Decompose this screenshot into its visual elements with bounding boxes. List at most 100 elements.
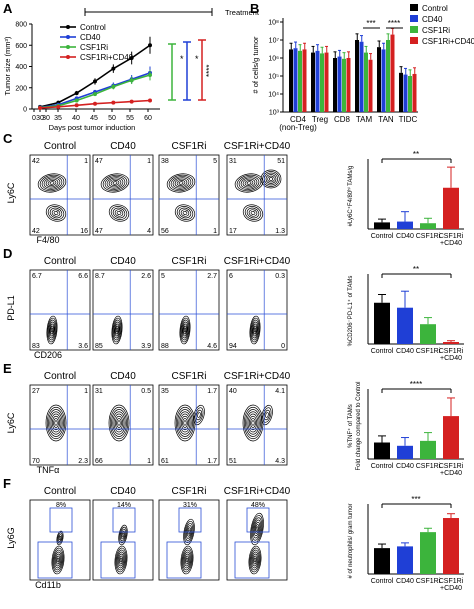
- contour: [174, 204, 196, 222]
- contour: [110, 206, 128, 220]
- contour: [248, 415, 258, 431]
- a-point: [148, 98, 152, 103]
- contour: [268, 177, 274, 181]
- b-legend-swatch: [410, 26, 418, 33]
- contour: [242, 204, 264, 222]
- a-ytick-label: 400: [15, 64, 27, 71]
- a-point: [111, 100, 116, 105]
- contour: [45, 178, 59, 188]
- flow-y-axis-label: Ly6C: [6, 182, 16, 203]
- panel-b-ylabel: # of cells/g tumor: [251, 36, 260, 94]
- bar: [420, 324, 436, 344]
- sig-label: **: [413, 150, 419, 159]
- contour: [250, 512, 264, 546]
- contour: [267, 175, 275, 183]
- quadrant-bl: 51: [229, 458, 237, 465]
- contour: [51, 209, 61, 217]
- b-bar: [412, 73, 417, 112]
- contour: [118, 524, 128, 546]
- quadrant-tl: 5: [161, 273, 165, 280]
- panel-f-letter: F: [3, 476, 11, 491]
- contour: [248, 209, 258, 217]
- neutrophil-gate: [49, 507, 73, 533]
- condition-title: CD40: [110, 141, 136, 152]
- flow-plot-contours: [108, 404, 130, 442]
- panel-a-y-ticks: 0 200 400 600 800: [15, 22, 32, 114]
- quadrant-tl: 40: [229, 388, 237, 395]
- panel-f: F Ly6G Cd11b Control 8% CD40 14% CSF1Ri 31% CSF1R…: [3, 476, 464, 592]
- a-point: [129, 56, 134, 60]
- b-bar: [386, 40, 390, 112]
- contour: [265, 174, 277, 184]
- gate-percent: 31%: [183, 502, 197, 509]
- contour: [108, 178, 122, 188]
- quadrant-br: 1.7: [207, 458, 217, 465]
- contour: [252, 519, 262, 539]
- contour: [251, 517, 263, 541]
- bar: [397, 221, 413, 229]
- bar: [443, 416, 459, 459]
- flow-x-axis-label: CD206: [34, 350, 62, 360]
- a-point: [93, 101, 97, 106]
- panel-e-barchart: %TNF⁺ of TAMs Fold change compared to Con…: [347, 380, 464, 477]
- contour: [249, 315, 261, 345]
- b-legend-label: CD40: [422, 15, 443, 24]
- quadrant-bl: 56: [161, 228, 169, 235]
- b-category-label: TIDC: [399, 115, 418, 124]
- contour: [245, 409, 261, 437]
- contour: [37, 173, 67, 193]
- contour: [253, 557, 257, 563]
- myeloid-gate: [234, 541, 270, 579]
- a-legend-label: CD40: [80, 33, 101, 42]
- flow-plot-contours: [111, 315, 123, 345]
- quadrant-br: 4: [147, 228, 151, 235]
- a-ytick-label: 800: [15, 22, 27, 29]
- bar-ylabel: # of neutrophils/ gram tumor: [348, 503, 354, 578]
- contour: [48, 321, 56, 339]
- contour: [50, 413, 62, 433]
- bar-category-label: +CD40: [440, 470, 462, 477]
- contour: [181, 547, 193, 573]
- bar-category-label: CD40: [396, 463, 414, 470]
- contour: [247, 413, 259, 433]
- quadrant-bl: 88: [161, 343, 169, 350]
- quadrant-tl: 6.7: [32, 273, 42, 280]
- bar: [397, 307, 413, 344]
- contour: [251, 321, 259, 339]
- contour: [180, 319, 190, 341]
- contour: [112, 207, 126, 219]
- a-xtick-label: 30: [36, 115, 44, 122]
- contour: [251, 551, 259, 569]
- flow-plot-contours: [100, 173, 130, 222]
- quadrant-tr: 1: [147, 158, 151, 165]
- bar: [374, 302, 390, 344]
- contour: [51, 415, 61, 431]
- quadrant-br: 3.9: [141, 343, 151, 350]
- flow-plot-contours: [51, 530, 65, 575]
- b-bar: [337, 56, 342, 112]
- b-bar: [311, 52, 315, 112]
- b-ytick-label: 10⁶: [268, 56, 279, 63]
- bar: [374, 222, 390, 229]
- bar-category-label: +CD40: [440, 355, 462, 362]
- bar: [374, 548, 390, 574]
- flow-plot-contours: [234, 169, 282, 222]
- contour: [246, 411, 260, 435]
- bar: [443, 342, 459, 344]
- quadrant-bl: 47: [95, 228, 103, 235]
- contour: [182, 418, 188, 428]
- a-legend-label: CSF1Ri+CD40: [80, 53, 134, 62]
- contour: [243, 406, 263, 440]
- gate-percent: 8%: [56, 502, 66, 509]
- b-bar: [399, 72, 403, 112]
- b-bar: [324, 52, 329, 112]
- panel-b-legend: Control CD40 CSF1Ri CSF1Ri+CD40: [410, 4, 474, 46]
- bar: [420, 223, 436, 229]
- flow-plot-contours: [249, 315, 261, 345]
- b-bar: [315, 50, 320, 112]
- contour: [183, 551, 191, 569]
- quadrant-tl: 31: [95, 388, 103, 395]
- contour: [252, 323, 258, 337]
- a-legend-label: CSF1Ri: [80, 43, 108, 52]
